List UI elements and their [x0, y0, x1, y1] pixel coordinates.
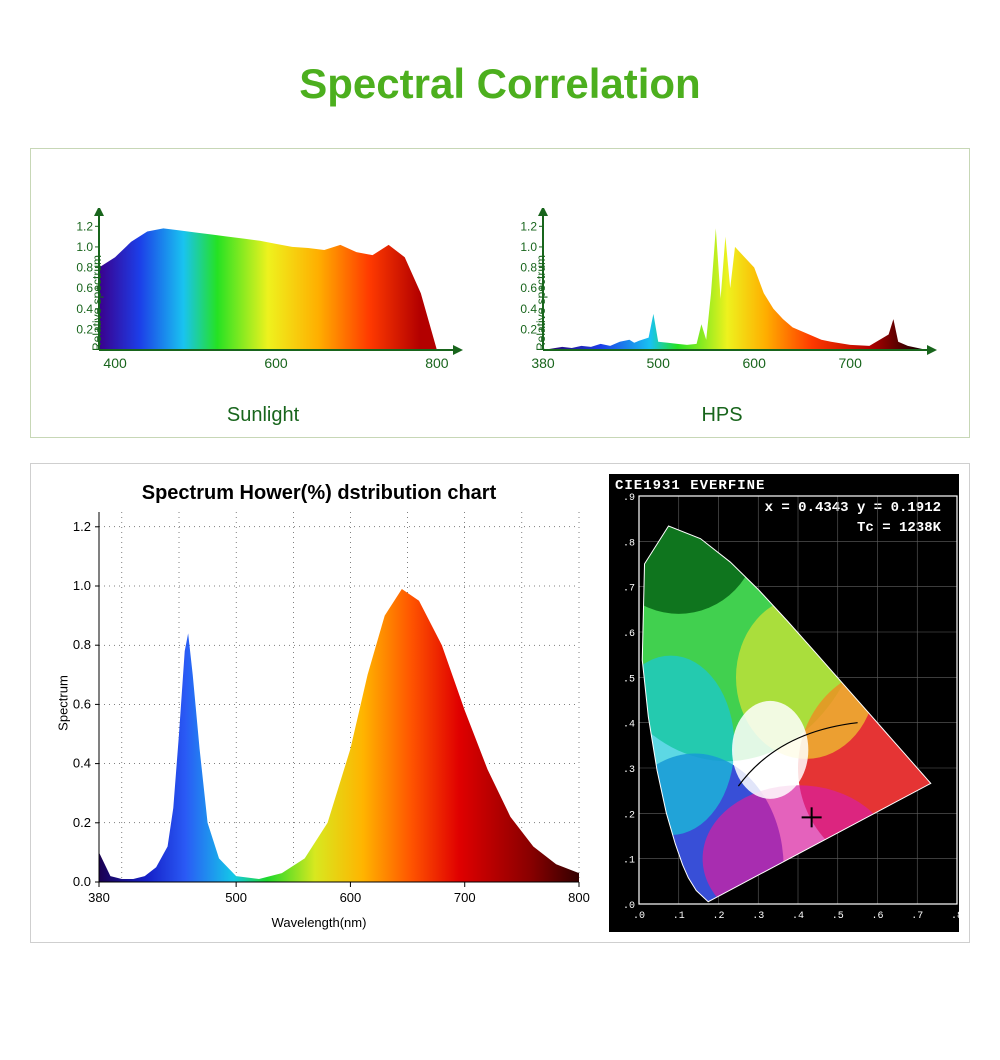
sunlight-ylabel: Relative spectrum [90, 255, 104, 351]
svg-text:0.4: 0.4 [73, 756, 91, 771]
sunlight-label: Sunlight [63, 404, 463, 427]
svg-text:0.0: 0.0 [73, 874, 91, 889]
cie-diagram: CIE1931 EVERFINE x = 0.4343 y = 0.1912 T… [607, 472, 961, 934]
svg-text:800: 800 [425, 355, 449, 371]
svg-text:0.8: 0.8 [73, 637, 91, 652]
panel-bottom: Spectrum Hower(%) dstribution chart 0.00… [30, 463, 970, 943]
svg-text:1.0: 1.0 [76, 240, 93, 254]
svg-text:.7: .7 [911, 911, 923, 922]
hps-block: 0.20.40.60.81.01.2380500600700 Relative … [507, 208, 937, 427]
svg-text:.0: .0 [623, 901, 635, 912]
svg-text:.2: .2 [712, 911, 724, 922]
svg-text:.6: .6 [623, 629, 635, 640]
svg-text:1.0: 1.0 [73, 578, 91, 593]
svg-text:500: 500 [225, 890, 247, 905]
big-chart-xlabel: Wavelength(nm) [272, 915, 367, 930]
sunlight-block: 0.20.40.60.81.01.2400600800 Relative spe… [63, 208, 463, 427]
svg-text:600: 600 [264, 355, 288, 371]
svg-text:600: 600 [340, 890, 362, 905]
svg-text:.1: .1 [673, 911, 685, 922]
hps-chart: 0.20.40.60.81.01.2380500600700 Relative … [507, 208, 937, 398]
svg-text:.8: .8 [623, 538, 635, 549]
svg-text:800: 800 [568, 890, 590, 905]
hps-label: HPS [507, 404, 937, 427]
svg-text:.8: .8 [951, 911, 961, 922]
svg-text:700: 700 [454, 890, 476, 905]
svg-text:1.2: 1.2 [76, 219, 93, 233]
hps-ylabel: Relative spectrum [534, 255, 548, 351]
svg-text:1.0: 1.0 [520, 240, 537, 254]
svg-text:1.2: 1.2 [73, 519, 91, 534]
svg-text:0.6: 0.6 [73, 696, 91, 711]
svg-text:.5: .5 [832, 911, 844, 922]
svg-text:380: 380 [88, 890, 110, 905]
svg-text:.3: .3 [623, 765, 635, 776]
svg-text:.4: .4 [792, 911, 804, 922]
sunlight-chart: 0.20.40.60.81.01.2400600800 Relative spe… [63, 208, 463, 398]
svg-text:.2: .2 [623, 810, 635, 821]
svg-text:.4: .4 [623, 720, 635, 731]
svg-text:380: 380 [531, 355, 555, 371]
svg-text:.0: .0 [633, 911, 645, 922]
page-title: Spectral Correlation [0, 60, 1000, 108]
svg-text:400: 400 [103, 355, 127, 371]
svg-text:700: 700 [839, 355, 863, 371]
svg-text:.6: .6 [871, 911, 883, 922]
spectrum-distribution-chart: Spectrum Hower(%) dstribution chart 0.00… [39, 472, 599, 934]
svg-text:500: 500 [647, 355, 671, 371]
svg-text:.7: .7 [623, 584, 635, 595]
svg-text:.3: .3 [752, 911, 764, 922]
svg-text:0.2: 0.2 [73, 815, 91, 830]
panel-top: 0.20.40.60.81.01.2400600800 Relative spe… [30, 148, 970, 438]
svg-text:600: 600 [743, 355, 767, 371]
big-chart-ylabel: Spectrum [55, 675, 70, 731]
svg-text:.5: .5 [623, 674, 635, 685]
svg-text:.1: .1 [623, 856, 635, 867]
svg-text:1.2: 1.2 [520, 219, 537, 233]
svg-text:.9: .9 [623, 493, 635, 504]
